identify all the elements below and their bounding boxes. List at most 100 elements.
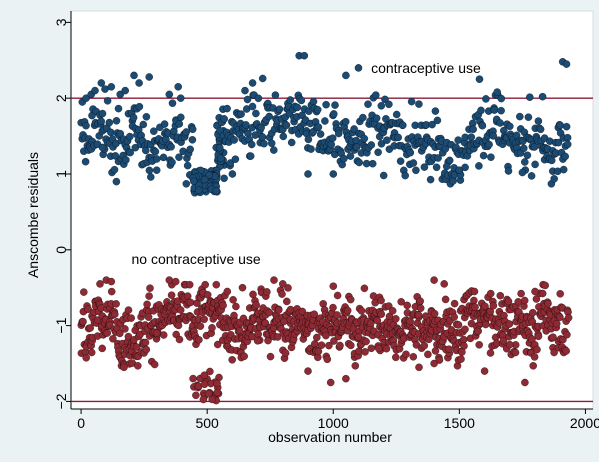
data-point	[304, 170, 312, 178]
data-point	[145, 292, 153, 300]
data-point	[486, 307, 495, 316]
data-point	[322, 331, 330, 340]
data-point	[459, 335, 468, 344]
data-point	[412, 166, 420, 175]
data-point	[521, 378, 529, 387]
data-point	[98, 344, 106, 353]
data-point	[377, 140, 386, 148]
data-point	[189, 374, 197, 383]
data-point	[199, 395, 208, 404]
data-point	[415, 363, 423, 372]
data-point	[458, 348, 466, 356]
data-point	[257, 123, 265, 132]
data-point	[313, 105, 322, 114]
data-point	[531, 160, 539, 169]
data-point	[445, 156, 454, 165]
data-point	[223, 287, 232, 296]
x-tick-label: 2000	[570, 415, 599, 431]
data-point	[177, 113, 185, 122]
data-point	[81, 157, 90, 166]
data-point	[182, 128, 190, 136]
data-point	[249, 290, 257, 299]
data-point	[478, 121, 487, 130]
data-point	[271, 91, 280, 99]
data-point	[101, 85, 109, 93]
data-point	[281, 349, 290, 357]
data-point	[504, 297, 513, 306]
data-point	[185, 280, 194, 289]
data-point	[316, 130, 325, 138]
data-point	[107, 277, 116, 286]
data-point	[274, 306, 283, 314]
data-point	[564, 314, 573, 322]
data-point	[364, 100, 372, 108]
data-point	[232, 302, 240, 311]
data-point	[336, 341, 344, 350]
data-point	[516, 112, 524, 121]
data-point	[474, 327, 482, 335]
data-point	[182, 180, 191, 188]
data-point	[329, 303, 337, 312]
data-point	[103, 329, 112, 337]
data-point	[313, 333, 321, 342]
data-point	[477, 106, 485, 115]
data-point	[504, 167, 513, 175]
data-point	[431, 347, 440, 355]
data-point	[434, 154, 442, 162]
annotation-label: no contraceptive use	[132, 251, 261, 267]
data-point	[246, 152, 255, 160]
data-point	[215, 143, 224, 152]
data-point	[139, 120, 148, 129]
data-point	[130, 71, 138, 80]
data-point	[490, 106, 499, 114]
data-point	[203, 291, 212, 299]
data-point	[284, 284, 292, 292]
data-point	[109, 335, 117, 343]
data-point	[442, 162, 451, 171]
data-point	[188, 125, 197, 134]
data-point	[388, 307, 397, 315]
data-point	[265, 308, 274, 317]
data-point	[330, 337, 338, 345]
data-point	[547, 156, 556, 165]
data-point	[475, 162, 483, 170]
data-point	[416, 297, 424, 305]
data-point	[311, 340, 319, 348]
data-point	[103, 97, 112, 105]
data-point	[279, 132, 288, 141]
data-point	[98, 143, 107, 152]
data-point	[357, 307, 366, 315]
data-point	[186, 298, 195, 307]
data-point	[377, 102, 386, 110]
data-point	[120, 363, 128, 372]
data-point	[469, 125, 477, 134]
data-point	[279, 280, 287, 288]
data-point	[174, 83, 182, 91]
data-point	[223, 104, 231, 113]
data-point	[141, 338, 150, 347]
data-point	[480, 367, 489, 375]
y-tick-label: 1	[53, 170, 69, 178]
data-point	[538, 92, 547, 101]
data-point	[346, 152, 355, 160]
data-point	[183, 292, 192, 300]
data-point	[523, 151, 532, 160]
data-point	[470, 296, 478, 305]
data-point	[496, 119, 504, 127]
data-point	[200, 380, 209, 389]
data-point	[563, 330, 571, 339]
data-point	[416, 304, 425, 312]
data-point	[403, 301, 411, 310]
data-point	[263, 288, 271, 296]
data-point	[554, 138, 563, 147]
data-point	[107, 128, 115, 137]
data-point	[430, 309, 439, 318]
data-point	[135, 102, 144, 111]
data-point	[407, 97, 416, 106]
data-point	[192, 391, 200, 400]
data-point	[241, 86, 249, 95]
data-point	[195, 336, 203, 344]
data-point	[208, 395, 216, 404]
data-point	[242, 121, 250, 129]
data-point	[321, 117, 329, 125]
